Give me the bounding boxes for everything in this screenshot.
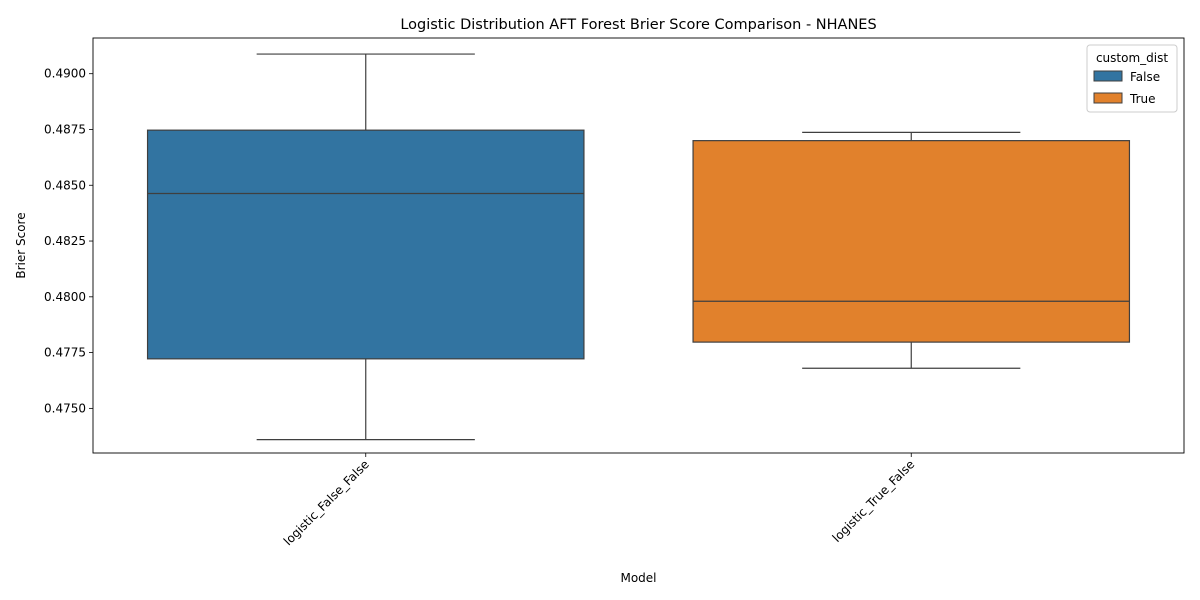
legend-swatch: [1093, 70, 1123, 82]
y-axis-label: Brier Score: [14, 212, 28, 278]
legend: custom_dist False True: [1086, 44, 1178, 113]
y-tick-label: 0.4750: [44, 401, 86, 415]
y-tick-label: 0.4825: [44, 234, 86, 248]
y-tick-label: 0.4875: [44, 122, 86, 136]
box-group: [146, 53, 585, 441]
legend-entry-label: True: [1129, 92, 1156, 106]
y-tick-label: 0.4900: [44, 67, 86, 81]
x-axis-label: Model: [620, 571, 656, 585]
legend-swatch: [1093, 92, 1123, 104]
y-tick-label: 0.4850: [44, 178, 86, 192]
x-tick-label: logistic_False_False: [281, 457, 372, 548]
legend-entry-label: False: [1130, 70, 1160, 84]
box: [692, 140, 1131, 343]
plot-frame: [92, 37, 1185, 454]
box-group: [692, 131, 1131, 369]
chart-title: Logistic Distribution AFT Forest Brier S…: [400, 17, 876, 33]
box: [146, 129, 585, 360]
y-tick-label: 0.4800: [44, 290, 86, 304]
y-tick-label: 0.4775: [44, 346, 86, 360]
legend-title: custom_dist: [1096, 51, 1168, 65]
x-tick-label: logistic_True_False: [830, 457, 918, 545]
